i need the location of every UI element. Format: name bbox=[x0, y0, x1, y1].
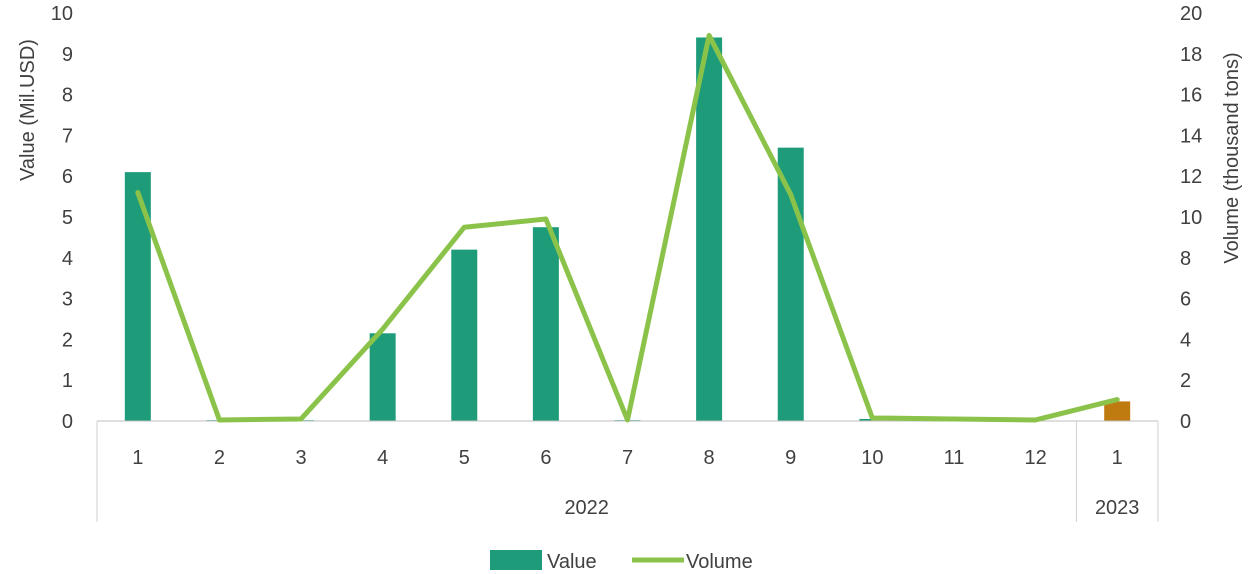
y2-axis-title: Volume (thousand tons) bbox=[1221, 52, 1243, 263]
x-tick-label: 12 bbox=[1024, 447, 1046, 469]
legend-value-label: Value bbox=[547, 551, 597, 573]
x-tick-label: 3 bbox=[295, 447, 306, 469]
bar-value bbox=[1104, 401, 1131, 421]
bar-value bbox=[369, 333, 396, 421]
x-tick-label: 9 bbox=[785, 447, 796, 469]
x-tick-label: 7 bbox=[622, 447, 633, 469]
x-tick-label: 2 bbox=[214, 447, 225, 469]
bar-value bbox=[451, 249, 478, 421]
y-axis-title: Value (Mil.USD) bbox=[17, 39, 39, 181]
legend: Value Volume bbox=[490, 550, 753, 573]
y-tick-label: 10 bbox=[51, 3, 73, 25]
y-tick-label: 4 bbox=[62, 248, 73, 270]
y-tick-label: 9 bbox=[62, 44, 73, 66]
y-tick-label: 0 bbox=[62, 411, 73, 433]
line-volume bbox=[135, 32, 1120, 423]
y2-tick-label: 14 bbox=[1180, 125, 1202, 147]
x-tick-label: 10 bbox=[861, 447, 883, 469]
y2-tick-label: 16 bbox=[1180, 85, 1202, 107]
x-group-label: 2022 bbox=[564, 497, 609, 519]
bar-value bbox=[777, 147, 804, 421]
y-tick-label: 6 bbox=[62, 166, 73, 188]
y2-tick-label: 12 bbox=[1180, 166, 1202, 188]
y-tick-label: 8 bbox=[62, 85, 73, 107]
x-group-label: 2023 bbox=[1095, 497, 1140, 519]
x-tick-label: 1 bbox=[132, 447, 143, 469]
y-tick-label: 1 bbox=[62, 370, 73, 392]
bar-value bbox=[696, 37, 723, 421]
legend-value-swatch bbox=[490, 550, 542, 570]
y2-tick-label: 8 bbox=[1180, 248, 1191, 270]
x-tick-label: 4 bbox=[377, 447, 388, 469]
x-tick-label: 1 bbox=[1112, 447, 1123, 469]
y2-tick-label: 10 bbox=[1180, 207, 1202, 229]
bar-value bbox=[124, 172, 151, 421]
y2-tick-label: 4 bbox=[1180, 329, 1191, 351]
y-tick-label: 3 bbox=[62, 289, 73, 311]
x-tick-label: 5 bbox=[459, 447, 470, 469]
x-tick-label: 6 bbox=[540, 447, 551, 469]
y2-tick-label: 18 bbox=[1180, 44, 1202, 66]
y-tick-label: 2 bbox=[62, 329, 73, 351]
y2-tick-label: 0 bbox=[1180, 411, 1191, 433]
x-tick-label: 8 bbox=[704, 447, 715, 469]
y2-tick-label: 6 bbox=[1180, 289, 1191, 311]
bar-value bbox=[532, 227, 559, 421]
y2-tick-label: 20 bbox=[1180, 3, 1202, 25]
legend-volume-label: Volume bbox=[686, 551, 753, 573]
x-tick-label: 11 bbox=[944, 447, 965, 469]
y2-tick-label: 2 bbox=[1180, 370, 1191, 392]
y-tick-label: 7 bbox=[62, 125, 73, 147]
y-tick-label: 5 bbox=[62, 207, 73, 229]
